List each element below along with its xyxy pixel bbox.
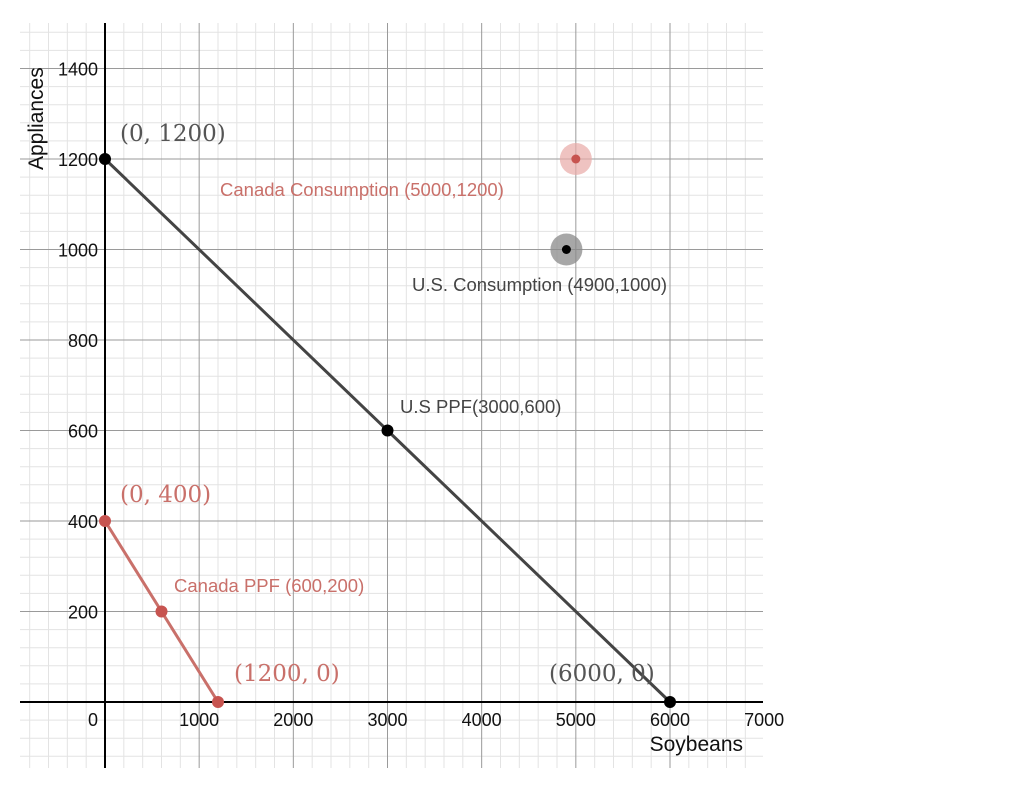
- tick-labels: 0 1000 2000 3000 4000 5000 6000 7000 200 400 600 80…: [58, 60, 784, 731]
- us-ppf-mid-label: U.S PPF(3000,600): [400, 396, 561, 417]
- x-tick-label: 5000: [556, 710, 596, 730]
- consumption-points: [550, 143, 592, 266]
- us-ppf-point: [664, 696, 676, 708]
- us-ppf-point: [381, 424, 394, 437]
- x-tick-label: 0: [88, 710, 98, 730]
- ppf-series: [99, 153, 676, 708]
- x-tick-label: 2000: [273, 710, 313, 730]
- y-tick-label: 600: [68, 422, 98, 442]
- canada-ppf-end-label: (1200, 0): [234, 661, 340, 687]
- us-consumption-label: U.S. Consumption (4900,1000): [412, 274, 667, 295]
- x-tick-label: 3000: [367, 710, 407, 730]
- canada-ppf-start-label: (0, 400): [120, 482, 211, 508]
- canada-ppf-mid-label: Canada PPF (600,200): [174, 575, 364, 596]
- y-tick-label: 1400: [58, 60, 98, 80]
- x-tick-label: 6000: [650, 710, 690, 730]
- us-consumption-point: [561, 245, 571, 254]
- canada-consumption-label: Canada Consumption (5000,1200): [220, 179, 504, 200]
- y-tick-label: 400: [68, 512, 98, 532]
- us-ppf-end-label: (6000, 0): [549, 661, 655, 687]
- y-tick-label: 200: [68, 603, 98, 623]
- canada-ppf-point: [99, 515, 111, 527]
- y-tick-label: 800: [68, 331, 98, 351]
- y-axis-title: Appliances: [25, 67, 48, 170]
- y-tick-label: 1000: [58, 241, 98, 261]
- canada-ppf-point: [212, 696, 224, 708]
- minor-grid: [20, 23, 763, 768]
- x-tick-label: 4000: [462, 710, 502, 730]
- us-ppf-start-label: (0, 1200): [120, 121, 226, 147]
- x-tick-label: 1000: [179, 710, 219, 730]
- us-ppf-point: [99, 153, 111, 165]
- x-axis-title: Soybeans: [650, 733, 743, 756]
- y-tick-label: 1200: [58, 150, 98, 170]
- canada-ppf-point: [155, 605, 168, 618]
- x-tick-label: 7000: [744, 710, 784, 730]
- canada-consumption-point: [571, 154, 581, 164]
